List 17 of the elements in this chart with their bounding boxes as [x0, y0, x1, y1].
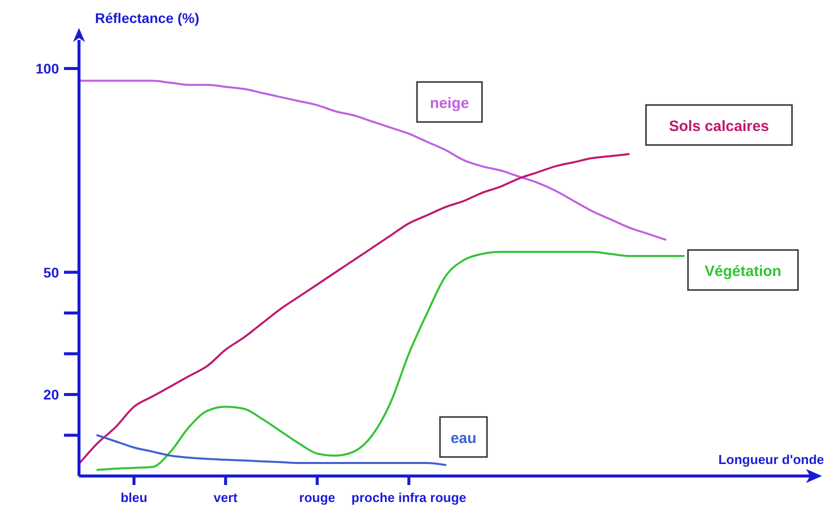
line-series: [96, 250, 685, 471]
line-series: [78, 153, 630, 465]
y-tick-label: 100: [36, 60, 60, 77]
line-series: [78, 80, 666, 241]
y-tick-label: 50: [43, 264, 60, 280]
y-axis-title: Réflectance (%): [95, 10, 200, 26]
series-label: eau: [450, 430, 476, 447]
series-label: Végétation: [704, 263, 782, 280]
x-tick-label: rouge: [299, 490, 336, 505]
series-label: neige: [430, 95, 470, 112]
x-tick-label: proche infra rouge: [351, 490, 466, 505]
x-axis-title: Longueur d'onde: [718, 452, 824, 467]
line-series: [96, 434, 446, 466]
y-tick-label: 20: [43, 386, 60, 403]
x-tick-label: bleu: [120, 490, 148, 505]
x-tick-label: vert: [214, 490, 238, 505]
text: Sols calcaires: [668, 118, 770, 135]
